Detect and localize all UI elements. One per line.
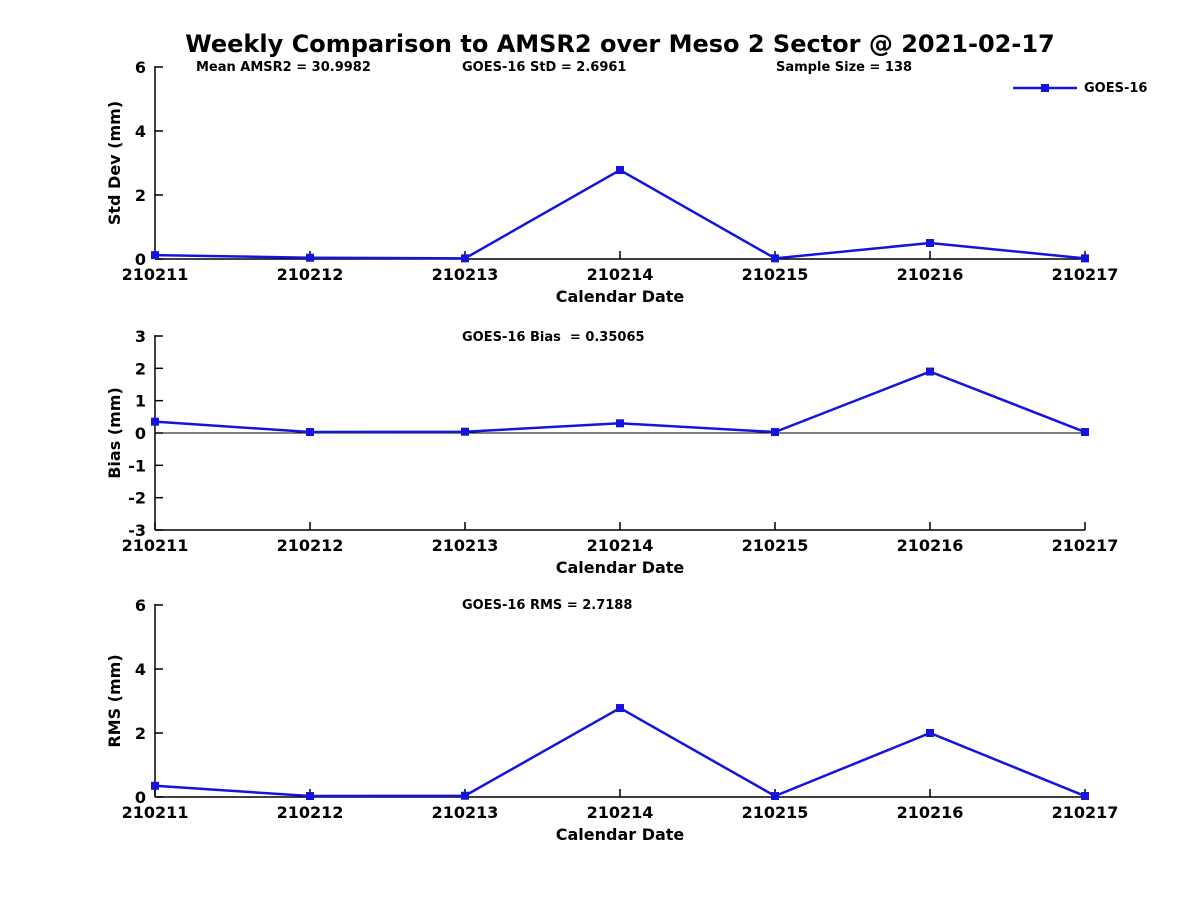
x-tick-label: 210217 [1052,803,1119,822]
legend-line-sample [1013,84,1077,92]
data-point-marker [1081,428,1089,437]
annotation-mean-amsr2: Mean AMSR2 = 30.9982 [196,60,371,75]
x-tick-label: 210216 [897,536,964,555]
data-point-marker [616,419,624,428]
data-point-marker [1081,254,1089,263]
x-tick-label: 210212 [277,536,344,555]
y-tick-label: 3 [135,327,146,346]
x-tick-label: 210214 [587,536,654,555]
annotation-goes16-rms: GOES-16 RMS = 2.7188 [462,598,633,613]
x-tick-label: 210212 [277,803,344,822]
y-axis-label: Std Dev (mm) [105,101,124,225]
series-line [154,706,1086,798]
rms-chart: 0 2 4 6 210211 210212 210213 210214 210215 210216… [105,596,1119,844]
y-tick-label: 1 [135,392,146,411]
x-tick-label: 210216 [897,265,964,284]
x-tick-label: 210216 [897,803,964,822]
x-axis-label: Calendar Date [556,558,685,577]
data-point-marker [151,251,159,260]
y-axis-label: RMS (mm) [105,654,124,747]
y-tick-label: 0 [135,424,146,443]
y-tick-label: 6 [135,58,146,77]
data-point-marker [771,428,779,437]
data-point-marker [306,253,314,262]
data-point-marker [306,792,314,801]
x-axis-label: Calendar Date [556,287,685,306]
y-tick-label: 6 [135,596,146,615]
data-point-marker [616,704,624,713]
x-tick-label: 210212 [277,265,344,284]
data-point-marker [926,367,934,376]
data-point-marker [461,791,469,800]
annotation-sample-size: Sample Size = 138 [776,60,913,75]
bias-chart: -3 -2 -1 0 1 2 3 210211 210212 210213 210214 210215… [105,327,1119,577]
x-tick-label: 210215 [742,803,809,822]
y-tick-label: 0 [135,788,146,807]
annotation-goes16-bias: GOES-16 Bias = 0.35065 [462,330,645,345]
x-tick-label: 210214 [587,803,654,822]
stddev-chart: 0 2 4 6 210211 210212 210213 210214 210215 210216… [105,58,1119,306]
x-tick-label: 210217 [1052,265,1119,284]
x-tick-label: 210215 [742,536,809,555]
annotation-goes16-std: GOES-16 StD = 2.6961 [462,60,627,75]
data-point-marker [151,417,159,426]
y-tick-label: 4 [135,660,146,679]
page-title: Weekly Comparison to AMSR2 over Meso 2 S… [185,30,1055,58]
legend-label: GOES-16 [1084,80,1148,96]
y-tick-label: 2 [135,186,146,205]
data-point-marker [1081,792,1089,801]
square-marker-icon [1041,84,1049,92]
y-tick-label: -1 [128,456,146,475]
y-tick-label: -3 [128,521,146,540]
x-tick-label: 210214 [587,265,654,284]
y-tick-label: 4 [135,122,146,141]
x-tick-label: 210213 [432,265,499,284]
series-line [154,168,1086,260]
y-axis-label: Bias (mm) [105,387,124,479]
y-tick-label: -2 [128,489,146,508]
data-point-marker [926,729,934,737]
x-tick-label: 210211 [122,536,189,555]
y-tick-label: 0 [135,250,146,269]
data-point-marker [461,427,469,436]
legend: GOES-16 [1013,80,1147,96]
data-point-marker [306,428,314,437]
x-tick-label: 210213 [432,803,499,822]
x-tick-label: 210215 [742,265,809,284]
x-tick-label: 210217 [1052,536,1119,555]
x-tick-label: 210211 [122,265,189,284]
data-point-marker [616,166,624,175]
data-point-marker [461,254,469,263]
y-tick-label: 2 [135,359,146,378]
y-tick-label: 2 [135,724,146,743]
x-axis-label: Calendar Date [556,825,685,844]
x-tick-label: 210211 [122,803,189,822]
data-point-marker [151,781,159,790]
data-point-marker [926,239,934,247]
data-point-marker [771,792,779,801]
x-tick-label: 210213 [432,536,499,555]
data-point-marker [771,254,779,263]
